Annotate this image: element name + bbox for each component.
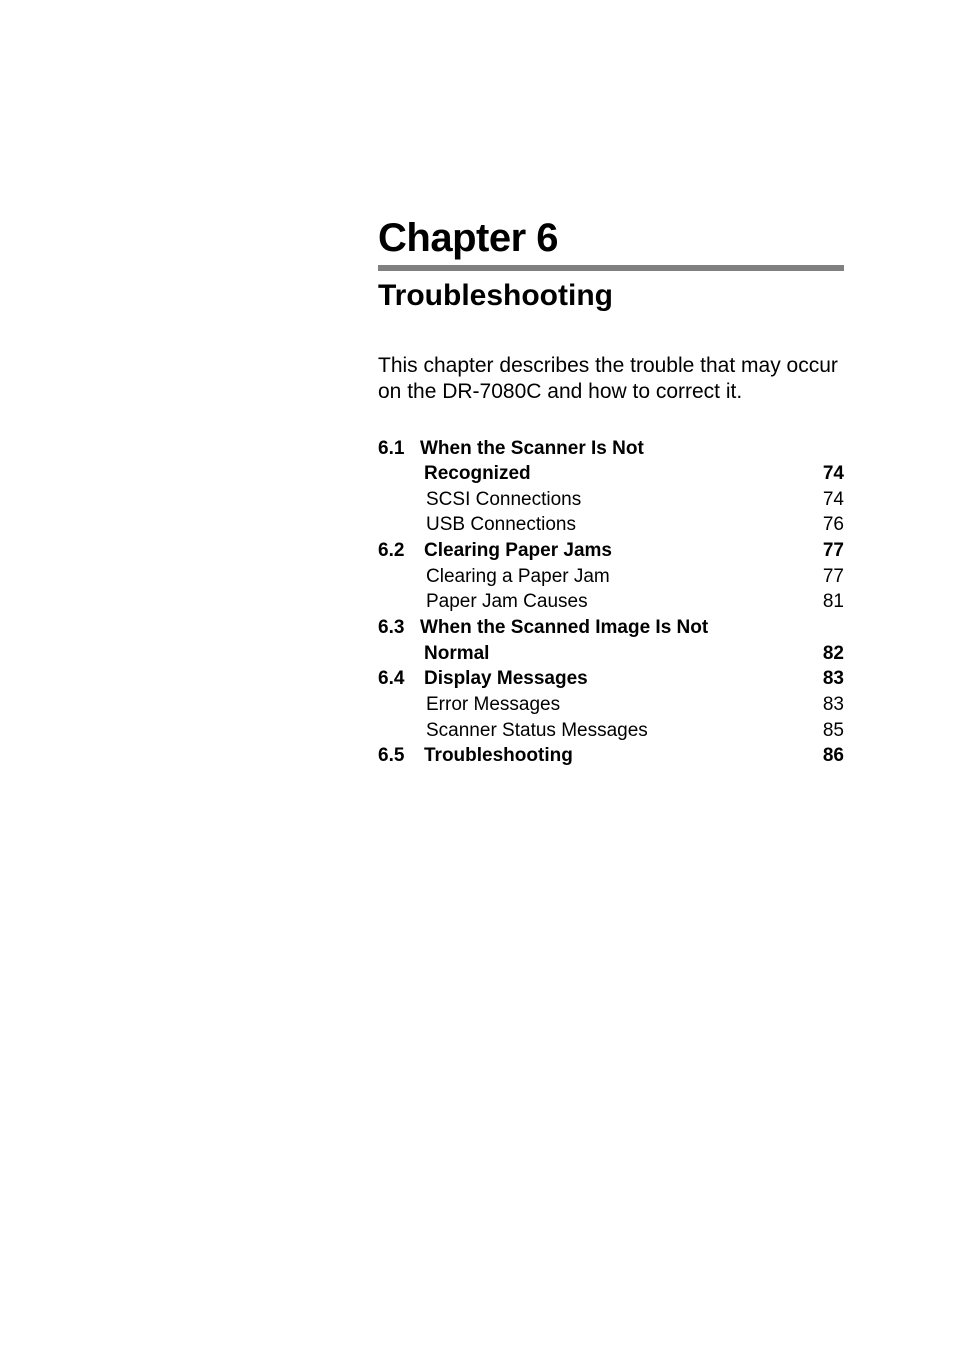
chapter-subtitle: Troubleshooting bbox=[378, 279, 844, 313]
toc-label: Normal bbox=[420, 641, 489, 667]
toc-number: 6.3 bbox=[378, 615, 420, 641]
toc-page: 77 bbox=[823, 564, 844, 590]
toc-page: 85 bbox=[823, 718, 844, 744]
toc-section-6-3-line1: 6.3 When the Scanned Image Is Not bbox=[378, 615, 844, 641]
toc-page: 74 bbox=[823, 487, 844, 513]
toc-number: 6.4 bbox=[378, 666, 420, 692]
toc-sub-causes[interactable]: Paper Jam Causes 81 bbox=[378, 589, 844, 615]
toc-label: When the Scanned Image Is Not bbox=[420, 615, 708, 641]
toc-label: Clearing Paper Jams bbox=[420, 538, 612, 564]
toc-label: SCSI Connections bbox=[426, 487, 581, 513]
toc-section-6-1-line2[interactable]: Recognized 74 bbox=[378, 461, 844, 487]
toc-page: 83 bbox=[823, 692, 844, 718]
toc-label: Recognized bbox=[420, 461, 531, 487]
toc-page: 83 bbox=[823, 666, 844, 692]
toc-page: 76 bbox=[823, 512, 844, 538]
toc-section-6-4[interactable]: 6.4 Display Messages 83 bbox=[378, 666, 844, 692]
toc-section-6-1-line1: 6.1 When the Scanner Is Not bbox=[378, 436, 844, 462]
toc-sub-usb[interactable]: USB Connections 76 bbox=[378, 512, 844, 538]
toc-sub-scsi[interactable]: SCSI Connections 74 bbox=[378, 487, 844, 513]
hr bbox=[378, 265, 844, 271]
chapter-intro: This chapter describes the trouble that … bbox=[378, 353, 844, 406]
toc-label: USB Connections bbox=[426, 512, 576, 538]
toc-sub-error[interactable]: Error Messages 83 bbox=[378, 692, 844, 718]
toc-number: 6.1 bbox=[378, 436, 420, 462]
toc-label: Display Messages bbox=[420, 666, 588, 692]
table-of-contents: 6.1 When the Scanner Is Not Recognized 7… bbox=[378, 436, 844, 769]
toc-sub-status[interactable]: Scanner Status Messages 85 bbox=[378, 718, 844, 744]
toc-section-6-5[interactable]: 6.5 Troubleshooting 86 bbox=[378, 743, 844, 769]
toc-section-6-2[interactable]: 6.2 Clearing Paper Jams 77 bbox=[378, 538, 844, 564]
chapter-title: Chapter 6 bbox=[378, 216, 844, 261]
toc-section-6-3-line2[interactable]: Normal 82 bbox=[378, 641, 844, 667]
page-content: Chapter 6 Troubleshooting This chapter d… bbox=[378, 216, 844, 769]
toc-label: Troubleshooting bbox=[420, 743, 573, 769]
toc-label: When the Scanner Is Not bbox=[420, 436, 644, 462]
toc-label: Scanner Status Messages bbox=[426, 718, 648, 744]
toc-page: 86 bbox=[823, 743, 844, 769]
toc-number: 6.2 bbox=[378, 538, 420, 564]
toc-page: 77 bbox=[823, 538, 844, 564]
toc-sub-clearing[interactable]: Clearing a Paper Jam 77 bbox=[378, 564, 844, 590]
toc-label: Clearing a Paper Jam bbox=[426, 564, 610, 590]
toc-label: Paper Jam Causes bbox=[426, 589, 588, 615]
toc-number: 6.5 bbox=[378, 743, 420, 769]
toc-label: Error Messages bbox=[426, 692, 560, 718]
toc-page: 81 bbox=[823, 589, 844, 615]
toc-page: 82 bbox=[823, 641, 844, 667]
toc-page: 74 bbox=[823, 461, 844, 487]
